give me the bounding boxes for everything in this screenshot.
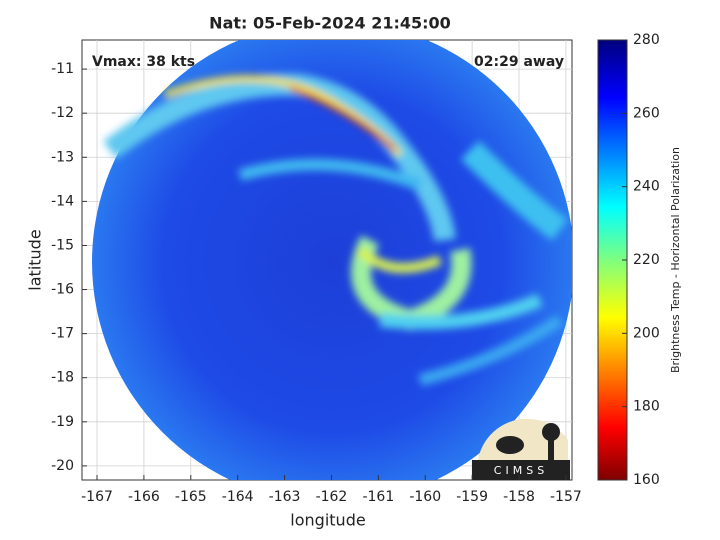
colorbar-tick-label: 180	[633, 399, 660, 415]
x-tick-label: -160	[409, 489, 441, 505]
x-tick-label: -159	[456, 489, 488, 505]
x-axis-label: longitude	[290, 511, 365, 530]
y-tick-label: -18	[51, 370, 74, 386]
y-tick-label: -16	[51, 282, 74, 298]
colorbar-tick-label: 240	[633, 179, 660, 195]
colorbar-label: Brightness Temp - Horizontal Polarizatio…	[669, 147, 682, 373]
y-tick-label: -20	[51, 458, 74, 474]
logo: CIMSS	[472, 418, 570, 480]
colorbar-tick-label: 160	[633, 472, 660, 488]
chart-title: Nat: 05-Feb-2024 21:45:00	[209, 14, 451, 33]
x-tick-label: -158	[503, 489, 535, 505]
y-tick-label: -12	[51, 105, 74, 121]
rain-bands	[103, 73, 568, 386]
colorbar-tick-label: 260	[633, 105, 660, 121]
x-tick-label: -161	[362, 489, 394, 505]
y-axis-label: latitude	[26, 229, 45, 290]
x-tick-label: -164	[222, 489, 254, 505]
x-tick-label: -165	[175, 489, 207, 505]
colorbar-tick-label: 220	[633, 252, 660, 268]
x-tick-label: -163	[269, 489, 301, 505]
colorbar-tick-label: 200	[633, 325, 660, 341]
brightness-field	[92, 40, 572, 480]
y-tick-label: -14	[51, 193, 74, 209]
y-tick-label: -13	[51, 149, 74, 165]
annotation: 02:29 away	[474, 54, 564, 70]
annotation: Vmax: 38 kts	[92, 54, 195, 70]
y-tick-label: -11	[51, 61, 74, 77]
y-tick-label: -15	[51, 237, 74, 253]
colorbar-tick-label: 280	[633, 32, 660, 48]
x-tick-label: -166	[128, 489, 160, 505]
x-tick-label: -162	[316, 489, 348, 505]
logo-text: CIMSS	[494, 464, 548, 477]
x-tick-label: -167	[81, 489, 113, 505]
y-tick-label: -19	[51, 414, 74, 430]
y-tick-label: -17	[51, 326, 74, 342]
x-tick-label: -157	[550, 489, 582, 505]
